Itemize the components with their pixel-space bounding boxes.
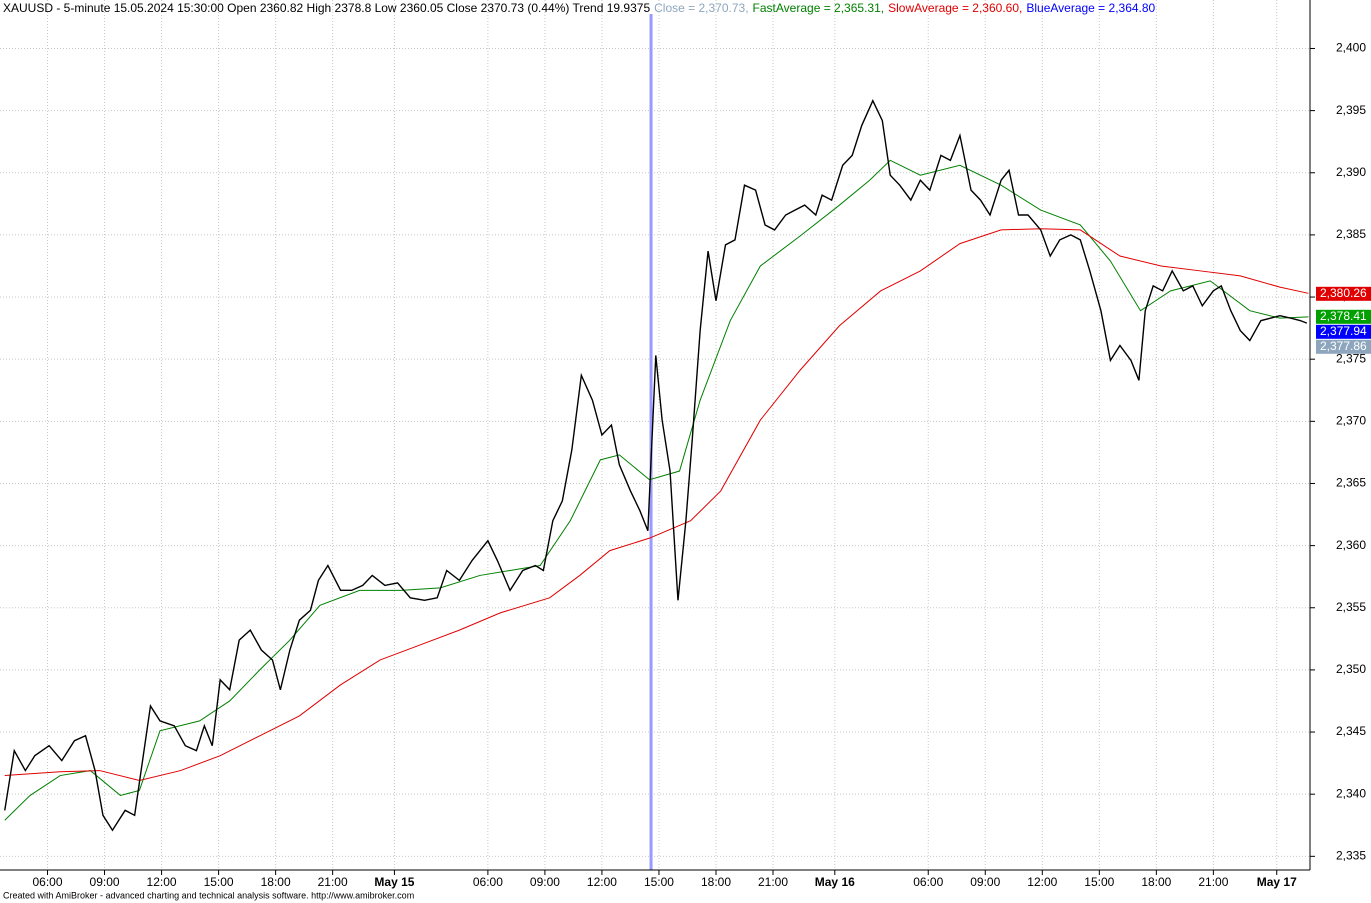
x-tick-label: May 17	[1257, 875, 1297, 889]
series-line	[4, 159, 1309, 821]
x-tick-label: 06:00	[473, 875, 503, 889]
x-tick-label: 21:00	[318, 875, 348, 889]
x-tick-label: 18:00	[261, 875, 291, 889]
x-tick-label: 09:00	[970, 875, 1000, 889]
chart-title-line: XAUUSD - 5-minute 15.05.2024 15:30:00 Op…	[3, 1, 1156, 15]
y-tick-label: 2,360	[1336, 538, 1366, 552]
x-tick-label: 15:00	[644, 875, 674, 889]
y-tick-label: 2,385	[1336, 227, 1366, 241]
x-tick-label: 15:00	[1084, 875, 1114, 889]
x-tick-label: 18:00	[701, 875, 731, 889]
price-tag-label: 2,377.94	[1320, 324, 1367, 338]
x-tick-label: 12:00	[587, 875, 617, 889]
x-tick-label: May 15	[374, 875, 414, 889]
series-line	[4, 99, 1308, 832]
legend-name: SlowAverage	[888, 1, 959, 15]
x-tick-label: 21:00	[1198, 875, 1228, 889]
y-tick-label: 2,390	[1336, 165, 1366, 179]
y-tick-label: 2,370	[1336, 414, 1366, 428]
legend-value: = 2,370.73,	[685, 1, 749, 15]
x-tick-label: 21:00	[758, 875, 788, 889]
series-line	[4, 228, 1309, 782]
chart-title: XAUUSD - 5-minute 15.05.2024 15:30:00 Op…	[3, 1, 650, 15]
x-tick-label: 09:00	[90, 875, 120, 889]
price-tag	[1316, 286, 1371, 301]
plot	[4, 14, 1309, 870]
x-tick-label: 18:00	[1141, 875, 1171, 889]
legend-name: FastAverage	[753, 1, 821, 15]
price-tag-label: 2,378.41	[1320, 309, 1367, 323]
price-tag	[1316, 309, 1371, 324]
y-tick-label: 2,340	[1336, 786, 1366, 800]
legend-name: Close	[654, 1, 685, 15]
y-tick-label: 2,395	[1336, 103, 1366, 117]
legend-value: = 2,365.31,	[820, 1, 884, 15]
y-tick-label: 2,355	[1336, 600, 1366, 614]
legend-value: = 2,364.80	[1095, 1, 1156, 15]
y-tick-label: 2,350	[1336, 662, 1366, 676]
x-tick-label: 15:00	[204, 875, 234, 889]
price-tag	[1316, 324, 1371, 339]
legend-value: = 2,360.60,	[959, 1, 1023, 15]
x-tick-label: 06:00	[913, 875, 943, 889]
y-tick-label: 2,345	[1336, 724, 1366, 738]
x-tick-label: May 16	[815, 875, 855, 889]
price-tag-label: 2,377.86	[1320, 339, 1367, 353]
y-tick-label: 2,375	[1336, 351, 1366, 365]
y-tick-label: 2,365	[1336, 476, 1366, 490]
y-tick-label: 2,400	[1336, 41, 1366, 55]
y-tick-label: 2,335	[1336, 849, 1366, 863]
x-tick-label: 12:00	[1027, 875, 1057, 889]
x-tick-label: 06:00	[33, 875, 63, 889]
price-tag-label: 2,380.26	[1320, 286, 1367, 300]
x-tick-label: 09:00	[530, 875, 560, 889]
x-tick-label: 12:00	[147, 875, 177, 889]
legend-name: BlueAverage	[1026, 1, 1095, 15]
axes: 2,335 2,340 2,345 2,350 2,355 2,360 2,365 2,370…	[33, 41, 1371, 889]
price-tag	[1316, 339, 1371, 354]
grid	[0, 0, 1310, 870]
footer: Created with AmiBroker - advanced charti…	[3, 890, 414, 900]
